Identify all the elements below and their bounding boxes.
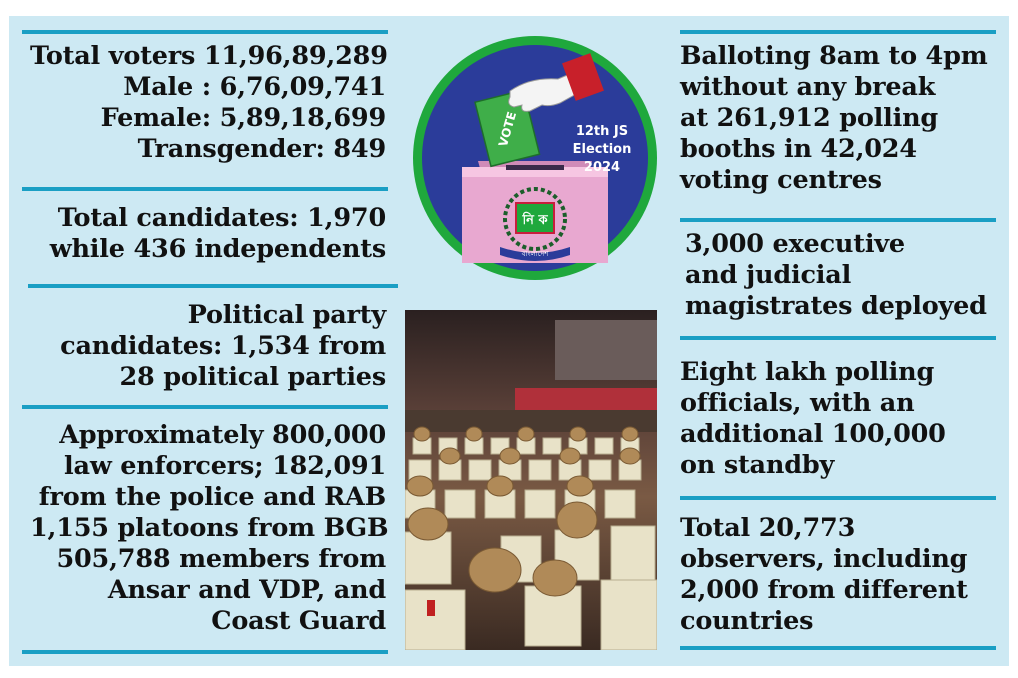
logo-line-2: Election	[573, 142, 632, 157]
enforcers-line: 505,788 members from	[56, 544, 386, 574]
svg-text:নি ক: নি ক	[521, 211, 548, 228]
enforcers-line: Ansar and VDP, and	[107, 575, 386, 605]
voters-female: Female: 5,89,18,699	[100, 103, 387, 133]
balloting-line: at 261,912 polling	[680, 103, 939, 133]
parties-line: 28 political parties	[119, 362, 387, 392]
emblem-wreath	[503, 187, 567, 251]
ballot-boxes-photo	[405, 310, 657, 650]
observers-line: observers, including	[680, 544, 968, 574]
divider	[680, 336, 996, 340]
divider	[680, 218, 996, 222]
divider	[22, 650, 388, 654]
emblem-ballot-icon	[515, 202, 555, 234]
officials-line: on standby	[680, 450, 835, 480]
jute-sacks	[406, 426, 641, 597]
divider	[22, 187, 388, 191]
balloting-line: booths in 42,024	[680, 134, 917, 164]
voters-total: Total voters 11,96,89,289	[30, 41, 388, 71]
voters-block: Total voters 11,96,89,289 Male : 6,76,09…	[30, 41, 388, 165]
officials-line: Eight lakh polling	[680, 357, 935, 387]
magistrates-line: magistrates deployed	[685, 291, 987, 321]
observers-block: Total 20,773 observers, including 2,000 …	[680, 513, 998, 637]
election-logo: নি ক বাংলাদেশ VOTE 12th JS Election 2024	[413, 36, 657, 280]
officials-line: additional 100,000	[680, 419, 946, 449]
emblem-banner	[500, 247, 570, 261]
magistrates-line: and judicial	[685, 260, 852, 290]
seal-tag	[427, 600, 435, 616]
officials-block: Eight lakh polling officials, with an ad…	[680, 357, 998, 481]
box-slot	[506, 165, 564, 170]
divider	[22, 405, 388, 409]
box-top-edge	[462, 167, 608, 177]
balloting-block: Balloting 8am to 4pm without any break a…	[680, 41, 998, 196]
observers-line: 2,000 from different	[680, 575, 968, 605]
balloting-line: voting centres	[680, 165, 882, 195]
enforcers-line: law enforcers; 182,091	[64, 451, 386, 481]
enforcers-line: Coast Guard	[211, 606, 386, 636]
observers-line: Total 20,773	[680, 513, 856, 543]
officials-line: officials, with an	[680, 388, 915, 418]
stage-banner	[555, 320, 657, 380]
parties-block: Political party candidates: 1,534 from 2…	[30, 300, 386, 393]
back-row	[405, 410, 657, 432]
enforcers-line: from the police and RAB	[38, 482, 386, 512]
enforcers-line: Approximately 800,000	[59, 420, 386, 450]
candidates-block: Total candidates: 1,970 while 436 indepe…	[30, 203, 386, 265]
logo-line-3: 2024	[584, 160, 620, 175]
ballot-box-rows	[405, 437, 657, 650]
sleeve-icon	[562, 53, 604, 101]
box-caption: বাংলাদেশ	[521, 250, 550, 258]
hand-icon	[508, 72, 579, 112]
voters-transgender: Transgender: 849	[137, 134, 387, 164]
candidates-line: while 436 independents	[49, 234, 386, 264]
divider	[680, 496, 996, 500]
divider	[680, 30, 996, 34]
magistrates-block: 3,000 executive and judicial magistrates…	[685, 229, 1003, 322]
parties-line: Political party	[187, 300, 387, 330]
candidates-line: Total candidates: 1,970	[57, 203, 386, 233]
voters-male: Male : 6,76,09,741	[123, 72, 386, 102]
enforcers-block: Approximately 800,000 law enforcers; 182…	[30, 420, 389, 637]
parties-line: candidates: 1,534 from	[60, 331, 386, 361]
balloting-line: Balloting 8am to 4pm	[680, 41, 988, 71]
balloting-line: without any break	[680, 72, 936, 102]
observers-line: countries	[680, 606, 814, 636]
divider	[680, 646, 996, 650]
enforcers-line: 1,155 platoons from BGB	[30, 513, 389, 543]
divider	[22, 30, 388, 34]
logo-line-1: 12th JS	[576, 124, 628, 139]
divider	[28, 284, 398, 288]
magistrates-line: 3,000 executive	[685, 229, 905, 259]
